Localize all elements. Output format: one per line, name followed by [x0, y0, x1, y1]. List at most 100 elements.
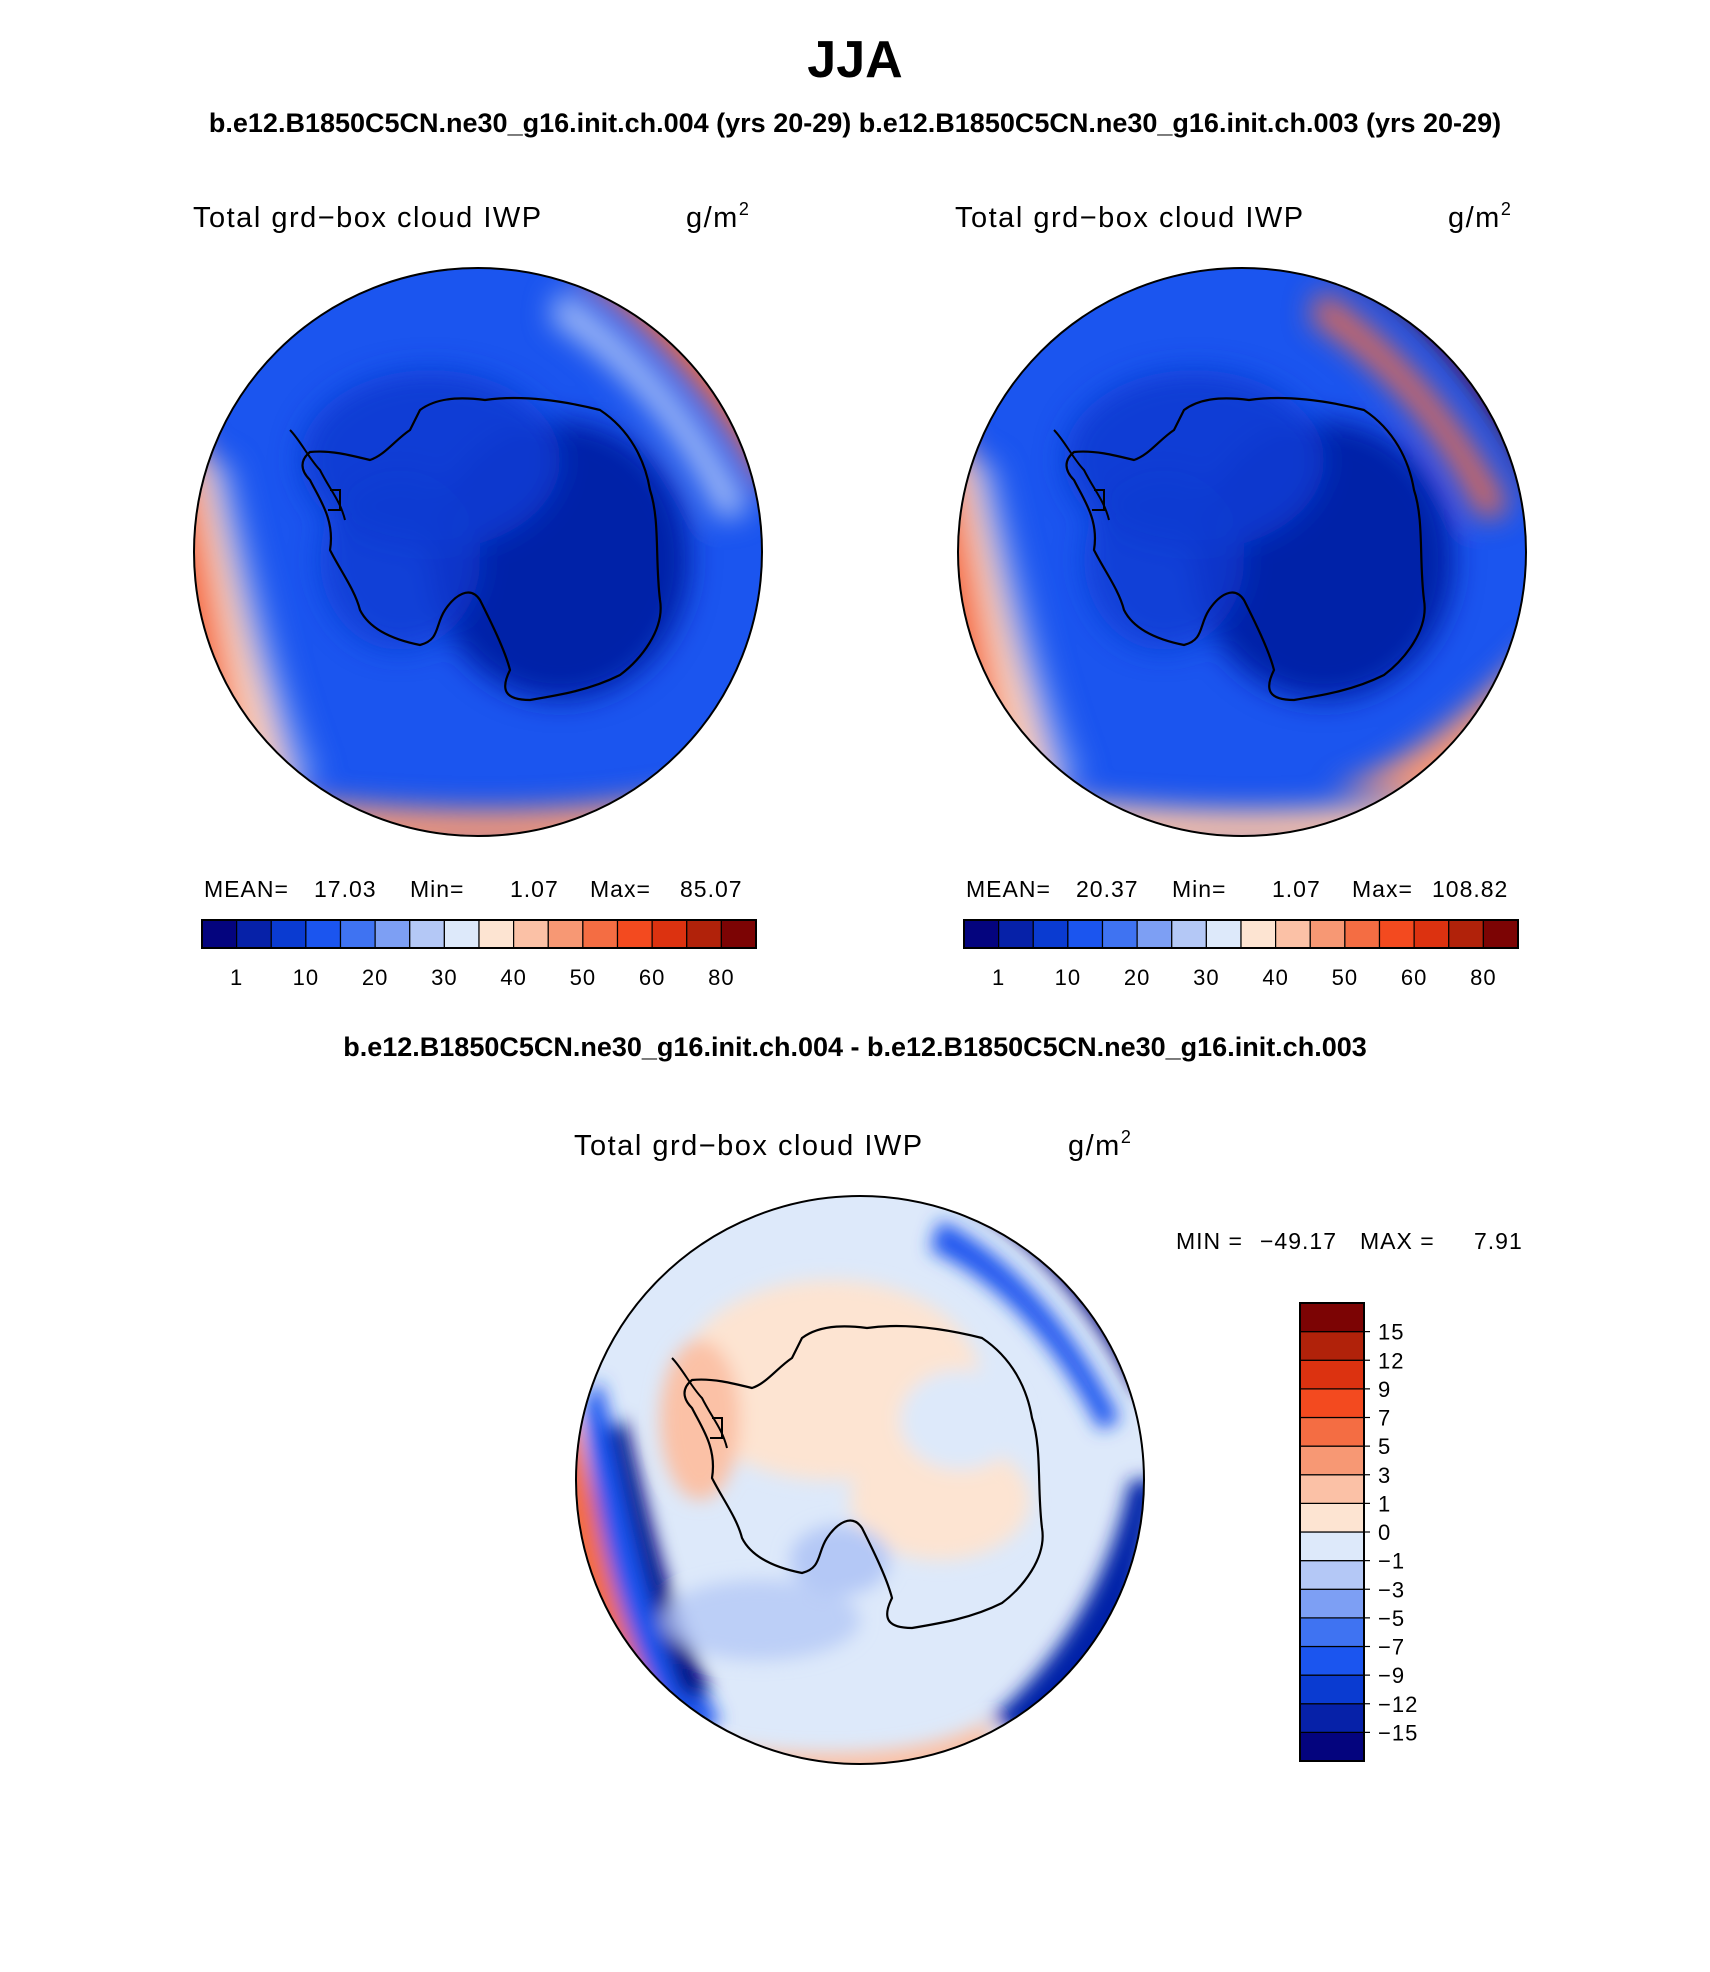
- panel-2-min-value: 1.07: [1272, 876, 1321, 902]
- diff-colorbar-tick-label: 7: [1378, 1406, 1391, 1431]
- panel-1-colorbar-swatch: [720, 919, 757, 949]
- panel-1: Total grd−box cloud IWP g/m2 MEAN= 17.0: [193, 199, 763, 990]
- panel-1-mean-value: 17.03: [314, 876, 377, 902]
- panel-1-colorbar-swatch: [409, 919, 445, 949]
- panel-2-colorbar-swatch: [1275, 919, 1311, 949]
- diff-colorbar-swatch: [1299, 1502, 1365, 1533]
- diff-colorbar-swatch: [1299, 1445, 1365, 1476]
- panel-2-colorbar-swatch: [1309, 919, 1346, 949]
- panel-2-colorbar-tick-label: 80: [1470, 965, 1496, 990]
- diff-colorbar-tick-label: 3: [1378, 1463, 1391, 1488]
- panel-1-variable: Total grd−box cloud IWP: [193, 202, 543, 234]
- diff-colorbar-tick-label: −15: [1378, 1720, 1418, 1745]
- diff-colorbar-tick-label: 9: [1378, 1377, 1391, 1402]
- panel-2-colorbar-tick-label: 10: [1055, 965, 1081, 990]
- panel-2-colorbar-swatch: [1413, 919, 1450, 949]
- panel-2-colorbar-tick-label: 1: [992, 965, 1005, 990]
- diff-max-value: 7.91: [1474, 1228, 1523, 1254]
- panel-2-mean-value: 20.37: [1076, 876, 1139, 902]
- panel-2: Total grd−box cloud IWP g/m2 MEAN=: [955, 199, 1527, 990]
- panel-1-colorbar-swatch: [443, 919, 480, 949]
- panel-2-colorbar-tick-label: 30: [1193, 965, 1219, 990]
- diff-colorbar-tick-label: 12: [1378, 1348, 1404, 1373]
- panel-1-min-value: 1.07: [510, 876, 559, 902]
- panel-1-colorbar-swatch: [651, 919, 688, 949]
- case-header: b.e12.B1850C5CN.ne30_g16.init.ch.004 (yr…: [208, 108, 1502, 138]
- diff-colorbar-tick-label: 5: [1378, 1434, 1391, 1459]
- panel-1-colorbar-swatch: [339, 919, 376, 949]
- panel-2-colorbar-swatch: [963, 919, 1000, 949]
- panel-1-colorbar-tick-label: 60: [639, 965, 665, 990]
- panel-2-colorbar-swatch: [998, 919, 1034, 949]
- panel-1-colorbar-tick-label: 50: [570, 965, 596, 990]
- season-title: JJA: [807, 31, 903, 89]
- diff-colorbar-swatch: [1299, 1388, 1365, 1419]
- panel-2-map: [958, 268, 1526, 836]
- diff-colorbar-swatch: [1299, 1703, 1365, 1733]
- panel-1-max-label: Max=: [590, 876, 651, 902]
- panel-2-colorbar-swatch: [1067, 919, 1104, 949]
- panel-2-colorbar: 1 10 20 30 40 50 60 80: [963, 919, 1519, 990]
- panel-1-colorbar-swatch: [236, 919, 272, 949]
- diff-colorbar-tick-label: −3: [1378, 1577, 1405, 1602]
- diff-colorbar-swatch: [1299, 1474, 1365, 1504]
- panel-2-max-label: Max=: [1352, 876, 1413, 902]
- diff-colorbar-tick-label: −9: [1378, 1663, 1405, 1688]
- diff-colorbar: 15 12 9 7 5 3 1 0 −1 −3 −5 −7 −9 −12 −15: [1299, 1302, 1418, 1762]
- panel-2-colorbar-tick-label: 40: [1262, 965, 1288, 990]
- panel-1-colorbar-swatch: [201, 919, 238, 949]
- diff-colorbar-tick-label: 0: [1378, 1520, 1391, 1545]
- panel-2-colorbar-tick-label: 60: [1401, 965, 1427, 990]
- diff-colorbar-swatch: [1299, 1645, 1365, 1676]
- panel-1-colorbar-swatch: [513, 919, 549, 949]
- panel-2-colorbar-swatch: [1032, 919, 1069, 949]
- diff-colorbar-tick-label: −5: [1378, 1606, 1405, 1631]
- panel-2-min-label: Min=: [1172, 876, 1227, 902]
- panel-1-colorbar-swatch: [374, 919, 411, 949]
- panel-1-colorbar: 1 10 20 30 40 50 60 80: [201, 919, 757, 990]
- panel-2-colorbar-swatch: [1171, 919, 1207, 949]
- panel-1-max-value: 85.07: [680, 876, 743, 902]
- panel-1-colorbar-swatch: [305, 919, 342, 949]
- diff-colorbar-swatch: [1299, 1531, 1365, 1562]
- panel-1-colorbar-swatch: [478, 919, 515, 949]
- panel-1-map: [194, 268, 762, 836]
- diff-colorbar-swatch: [1299, 1331, 1365, 1361]
- panel-2-colorbar-swatch: [1101, 919, 1138, 949]
- panel-1-min-label: Min=: [410, 876, 465, 902]
- panel-2-colorbar-swatch: [1136, 919, 1173, 949]
- diff-colorbar-swatch: [1299, 1731, 1365, 1762]
- diff-colorbar-swatch: [1299, 1617, 1365, 1648]
- panel-1-colorbar-swatch: [686, 919, 722, 949]
- diff-variable: Total grd−box cloud IWP: [574, 1130, 924, 1162]
- diff-colorbar-tick-label: −12: [1378, 1692, 1418, 1717]
- panel-2-max-value: 108.82: [1432, 876, 1508, 902]
- diff-min-value: −49.17: [1260, 1228, 1337, 1254]
- panel-2-variable: Total grd−box cloud IWP: [955, 202, 1305, 234]
- panel-1-mean-label: MEAN=: [204, 876, 289, 902]
- difference-panel: Total grd−box cloud IWP g/m2: [574, 1127, 1523, 1765]
- panel-1-colorbar-tick-label: 30: [431, 965, 457, 990]
- panel-2-colorbar-swatch: [1448, 919, 1484, 949]
- diff-colorbar-swatch: [1299, 1674, 1365, 1705]
- diff-colorbar-swatch: [1299, 1588, 1365, 1619]
- diff-colorbar-swatch: [1299, 1302, 1365, 1333]
- panel-2-colorbar-swatch: [1378, 919, 1415, 949]
- diff-colorbar-swatch: [1299, 1416, 1365, 1447]
- panel-1-colorbar-tick-label: 10: [293, 965, 319, 990]
- diff-colorbar-tick-label: 15: [1378, 1320, 1404, 1345]
- panel-1-colorbar-swatch: [616, 919, 653, 949]
- panel-2-colorbar-swatch: [1344, 919, 1381, 949]
- svg-text:MEAN= 17.03 Min=: MEAN= 17.03 Min= 1.07 Max= 85.07: [204, 876, 743, 902]
- panel-1-units: g/m2: [686, 199, 750, 234]
- panel-1-colorbar-tick-label: 80: [708, 965, 734, 990]
- panel-2-mean-label: MEAN=: [966, 876, 1051, 902]
- panel-1-colorbar-swatch: [547, 919, 584, 949]
- diff-colorbar-tick-label: −7: [1378, 1635, 1405, 1660]
- panel-2-units: g/m2: [1448, 199, 1512, 234]
- diff-min-label: MIN =: [1176, 1228, 1243, 1254]
- diff-colorbar-swatch: [1299, 1359, 1365, 1390]
- diff-map: [576, 1196, 1144, 1764]
- diff-max-label: MAX =: [1360, 1228, 1435, 1254]
